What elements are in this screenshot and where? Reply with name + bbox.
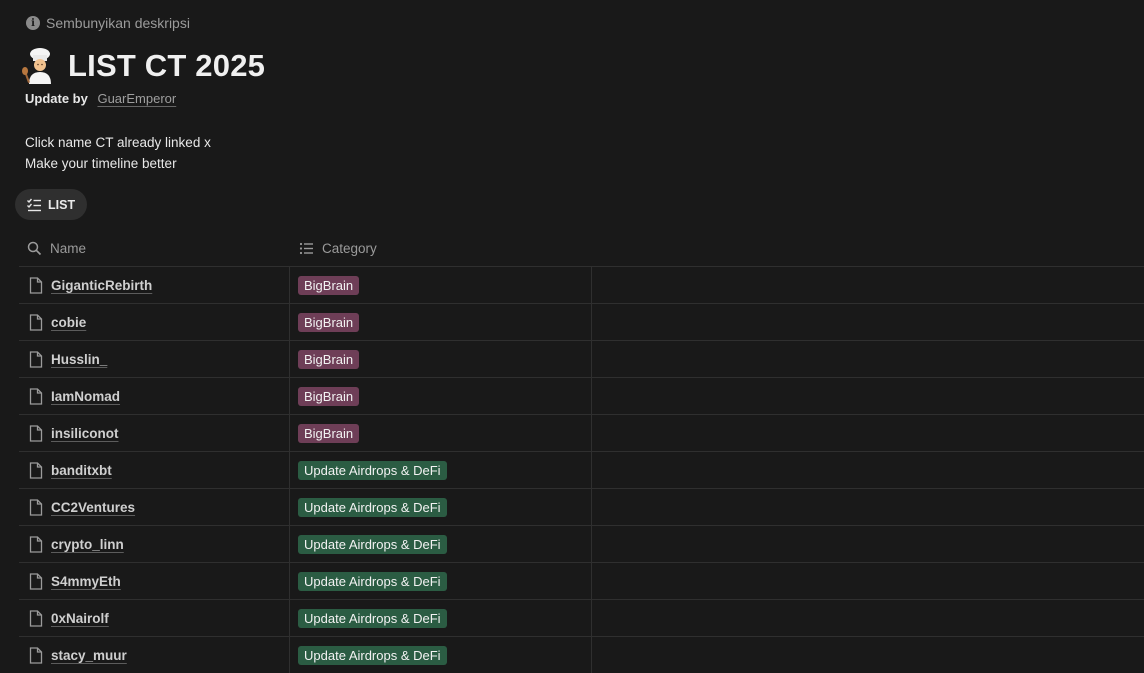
update-by-label: Update by bbox=[25, 91, 88, 106]
table-row[interactable]: IamNomad BigBrain bbox=[19, 378, 1144, 415]
category-cell[interactable]: Update Airdrops & DeFi bbox=[290, 526, 592, 562]
column-header-name[interactable]: Name bbox=[19, 241, 290, 256]
page-icon bbox=[29, 461, 43, 479]
page-icon bbox=[29, 646, 43, 664]
category-cell[interactable]: BigBrain bbox=[290, 415, 592, 451]
category-cell[interactable]: Update Airdrops & DeFi bbox=[290, 563, 592, 599]
category-tag: Update Airdrops & DeFi bbox=[298, 645, 447, 665]
page-description: Click name CT already linked x Make your… bbox=[25, 132, 211, 174]
info-icon: i bbox=[26, 16, 40, 30]
category-tag: Update Airdrops & DeFi bbox=[298, 497, 447, 517]
table-body: GiganticRebirth BigBrain cobie BigBrain Huss… bbox=[19, 267, 1144, 673]
list-icon bbox=[299, 242, 313, 254]
title-row: LIST CT 2025 bbox=[20, 46, 265, 86]
column-header-category-label: Category bbox=[322, 240, 377, 256]
table-row[interactable]: CC2Ventures Update Airdrops & DeFi bbox=[19, 489, 1144, 526]
page-icon bbox=[29, 535, 43, 553]
category-cell[interactable]: BigBrain bbox=[290, 378, 592, 414]
name-cell: IamNomad bbox=[19, 378, 290, 414]
category-cell[interactable]: BigBrain bbox=[290, 267, 592, 303]
page-title: LIST CT 2025 bbox=[68, 48, 266, 83]
name-cell: insiliconot bbox=[19, 415, 290, 451]
column-header-category[interactable]: Category bbox=[290, 241, 592, 256]
name-cell: 0xNairolf bbox=[19, 600, 290, 636]
view-tab-label: LIST bbox=[48, 197, 76, 212]
ct-name-link[interactable]: 0xNairolf bbox=[51, 610, 109, 626]
page-icon bbox=[29, 313, 43, 331]
name-cell: S4mmyEth bbox=[19, 563, 290, 599]
category-tag: BigBrain bbox=[298, 386, 360, 406]
page-icon bbox=[29, 609, 43, 627]
category-tag: BigBrain bbox=[298, 275, 360, 295]
ct-name-link[interactable]: IamNomad bbox=[51, 388, 121, 404]
table-row[interactable]: GiganticRebirth BigBrain bbox=[19, 267, 1144, 304]
category-cell[interactable]: Update Airdrops & DeFi bbox=[290, 489, 592, 525]
ct-name-link[interactable]: cobie bbox=[51, 314, 87, 330]
view-tab-list[interactable]: LIST bbox=[15, 189, 88, 220]
ct-name-link[interactable]: Husslin_ bbox=[51, 351, 108, 367]
ct-name-link[interactable]: crypto_linn bbox=[51, 536, 124, 552]
page-icon bbox=[29, 498, 43, 516]
ct-name-link[interactable]: stacy_muur bbox=[51, 647, 127, 663]
table-row[interactable]: Husslin_ BigBrain bbox=[19, 341, 1144, 378]
checklist-icon bbox=[27, 198, 41, 211]
hide-description-label: Sembunyikan deskripsi bbox=[46, 15, 190, 31]
cook-emoji-icon bbox=[22, 48, 51, 84]
table-header: Name Category bbox=[19, 230, 1144, 267]
page-icon bbox=[29, 572, 43, 590]
name-cell: CC2Ventures bbox=[19, 489, 290, 525]
table-row[interactable]: cobie BigBrain bbox=[19, 304, 1144, 341]
category-tag: BigBrain bbox=[298, 423, 360, 443]
ct-name-link[interactable]: insiliconot bbox=[51, 425, 119, 441]
page-icon bbox=[29, 350, 43, 368]
name-cell: stacy_muur bbox=[19, 637, 290, 673]
page-icon bbox=[29, 424, 43, 442]
description-line: Make your timeline better bbox=[25, 156, 177, 171]
category-tag: BigBrain bbox=[298, 312, 360, 332]
description-line: Click name CT already linked x bbox=[25, 135, 211, 150]
category-cell[interactable]: BigBrain bbox=[290, 304, 592, 340]
table-row[interactable]: S4mmyEth Update Airdrops & DeFi bbox=[19, 563, 1144, 600]
category-tag: Update Airdrops & DeFi bbox=[298, 534, 447, 554]
category-cell[interactable]: Update Airdrops & DeFi bbox=[290, 600, 592, 636]
category-tag: Update Airdrops & DeFi bbox=[298, 460, 447, 480]
category-cell[interactable]: Update Airdrops & DeFi bbox=[290, 452, 592, 488]
category-tag: Update Airdrops & DeFi bbox=[298, 571, 447, 591]
table-row[interactable]: 0xNairolf Update Airdrops & DeFi bbox=[19, 600, 1144, 637]
ct-name-link[interactable]: banditxbt bbox=[51, 462, 112, 478]
ct-name-link[interactable]: S4mmyEth bbox=[51, 573, 121, 589]
category-tag: BigBrain bbox=[298, 349, 360, 369]
hide-description-toggle[interactable]: i Sembunyikan deskripsi bbox=[26, 15, 190, 31]
table-row[interactable]: insiliconot BigBrain bbox=[19, 415, 1144, 452]
database-table: Name Category GiganticRebirth BigBrain cob… bbox=[19, 230, 1144, 673]
category-tag: Update Airdrops & DeFi bbox=[298, 608, 447, 628]
search-icon bbox=[27, 241, 42, 255]
author-link[interactable]: GuarEmperor bbox=[97, 91, 177, 106]
page-icon bbox=[29, 276, 43, 294]
name-cell: Husslin_ bbox=[19, 341, 290, 377]
ct-name-link[interactable]: CC2Ventures bbox=[51, 499, 136, 515]
table-row[interactable]: crypto_linn Update Airdrops & DeFi bbox=[19, 526, 1144, 563]
name-cell: crypto_linn bbox=[19, 526, 290, 562]
name-cell: cobie bbox=[19, 304, 290, 340]
page-icon bbox=[29, 387, 43, 405]
name-cell: GiganticRebirth bbox=[19, 267, 290, 303]
category-cell[interactable]: BigBrain bbox=[290, 341, 592, 377]
table-row[interactable]: stacy_muur Update Airdrops & DeFi bbox=[19, 637, 1144, 673]
name-cell: banditxbt bbox=[19, 452, 290, 488]
ct-name-link[interactable]: GiganticRebirth bbox=[51, 277, 153, 293]
category-cell[interactable]: Update Airdrops & DeFi bbox=[290, 637, 592, 673]
table-row[interactable]: banditxbt Update Airdrops & DeFi bbox=[19, 452, 1144, 489]
update-by: Update by GuarEmperor bbox=[25, 91, 176, 106]
column-header-name-label: Name bbox=[50, 240, 87, 256]
